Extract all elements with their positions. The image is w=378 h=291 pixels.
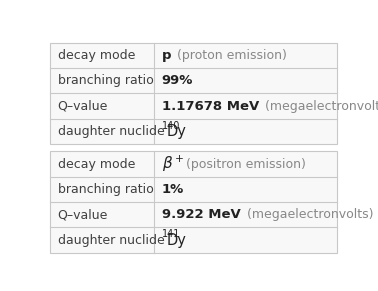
Text: 9.922 MeV: 9.922 MeV — [161, 208, 240, 221]
Text: 1%: 1% — [161, 183, 184, 196]
Text: 99%: 99% — [161, 74, 193, 87]
Text: Q–value: Q–value — [57, 100, 108, 113]
Text: Q–value: Q–value — [57, 208, 108, 221]
Text: branching ratio: branching ratio — [57, 183, 153, 196]
Text: daughter nuclide: daughter nuclide — [57, 125, 164, 138]
Text: p: p — [161, 49, 171, 62]
Text: $\beta^+$: $\beta^+$ — [161, 154, 184, 174]
Text: decay mode: decay mode — [57, 158, 135, 171]
Text: (proton emission): (proton emission) — [174, 49, 287, 62]
Text: branching ratio: branching ratio — [57, 74, 153, 87]
Text: decay mode: decay mode — [57, 49, 135, 62]
Bar — [50, 43, 337, 144]
Text: Dy: Dy — [167, 124, 187, 139]
Text: (positron emission): (positron emission) — [186, 158, 305, 171]
Text: (megaelectronvolts): (megaelectronvolts) — [243, 208, 373, 221]
Bar — [50, 151, 337, 253]
Text: (megaelectronvolts): (megaelectronvolts) — [261, 100, 378, 113]
Text: daughter nuclide: daughter nuclide — [57, 234, 164, 246]
Text: 141: 141 — [161, 230, 180, 239]
Text: 1.17678 MeV: 1.17678 MeV — [161, 100, 259, 113]
Text: Dy: Dy — [167, 233, 187, 248]
Text: 140: 140 — [161, 121, 180, 131]
